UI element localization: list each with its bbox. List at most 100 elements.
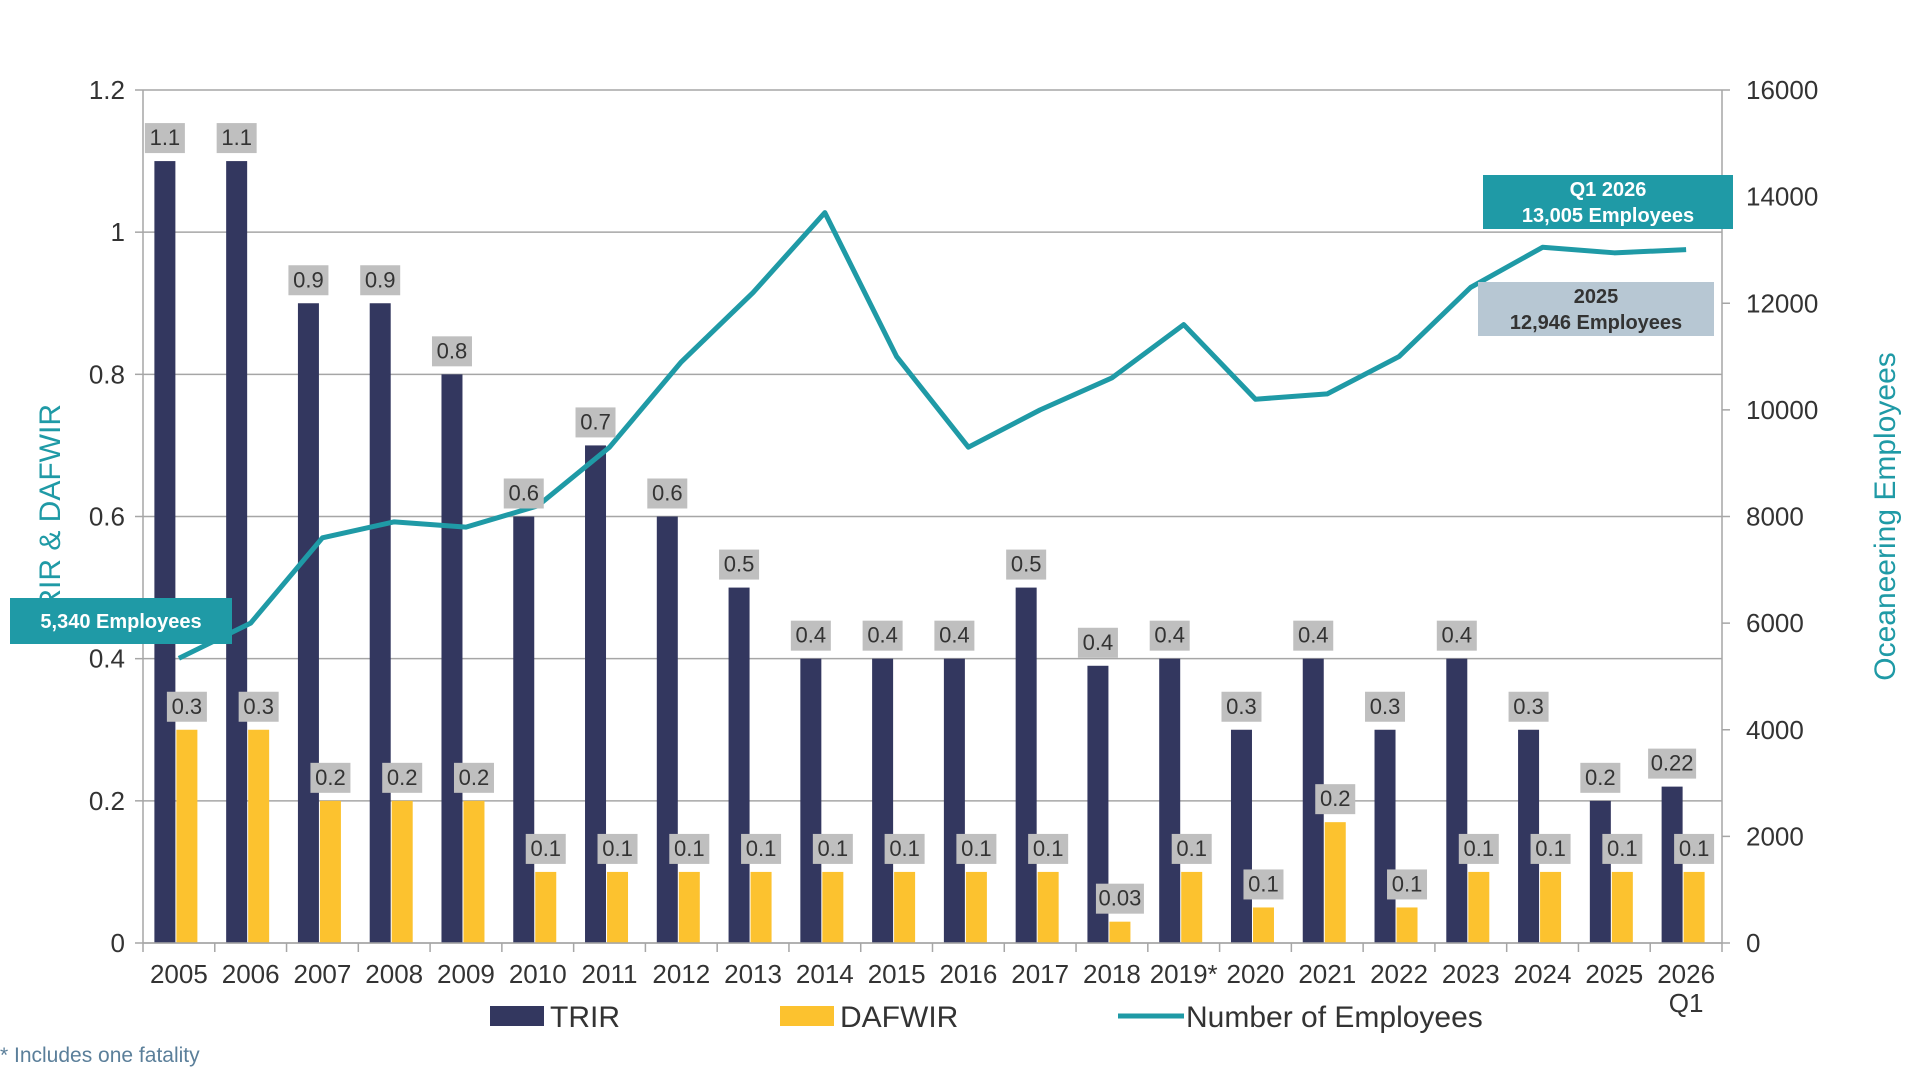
data-label-box (525, 833, 566, 864)
data-label-dafwir: 0.1 (746, 836, 777, 861)
bar-dafwir (822, 871, 844, 943)
data-label-dafwir: 0.1 (530, 836, 561, 861)
bar-dafwir (1611, 871, 1633, 943)
bar-dafwir (248, 729, 270, 943)
bar-dafwir (463, 800, 485, 943)
y-right-tick-label: 10000 (1746, 395, 1818, 425)
legend-label: Number of Employees (1186, 1001, 1483, 1034)
data-label-dafwir: 0.1 (1392, 871, 1423, 896)
data-label-dafwir: 0.1 (1535, 836, 1566, 861)
data-label-dafwir: 0.2 (1320, 786, 1351, 811)
data-label-dafwir: 0.03 (1099, 886, 1142, 911)
x-tick-label: 2012 (652, 959, 710, 989)
bar-trir (1589, 800, 1611, 943)
bar-dafwir (319, 800, 341, 943)
x-tick-label: 2005 (150, 959, 208, 989)
data-label-dafwir: 0.2 (459, 765, 490, 790)
bar-trir (1661, 786, 1683, 943)
x-tick-label: 2024 (1514, 959, 1572, 989)
data-label-box (144, 123, 185, 154)
y-right-tick-label: 16000 (1746, 75, 1818, 105)
x-tick-label: 2013 (724, 959, 782, 989)
data-label-trir: 0.5 (724, 552, 755, 577)
data-label-box (382, 762, 423, 793)
data-label-trir: 0.3 (1513, 694, 1544, 719)
data-label-box (862, 620, 903, 651)
data-label-dafwir: 0.1 (674, 836, 705, 861)
data-label-dafwir: 0.1 (1679, 836, 1710, 861)
bar-trir (1446, 658, 1468, 943)
bar-trir (369, 303, 391, 943)
data-label-box (1674, 833, 1715, 864)
x-tick-label: 2006 (222, 959, 280, 989)
data-label-box (1387, 869, 1428, 900)
bar-trir (1518, 729, 1540, 943)
bar-trir (800, 658, 822, 943)
bar-trir (943, 658, 965, 943)
bar-trir (226, 161, 248, 944)
data-label-box (216, 123, 257, 154)
callout-text: Q1 2026 (1570, 179, 1647, 201)
x-tick-label: 2016 (939, 959, 997, 989)
data-label-box (1436, 620, 1477, 651)
bar-dafwir (1037, 871, 1059, 943)
employees-line (177, 210, 1687, 661)
bar-trir (728, 587, 750, 943)
bar-trir (585, 445, 607, 943)
data-label-box (166, 691, 207, 722)
data-label-box (288, 265, 329, 296)
bar-trir (297, 303, 319, 943)
callout-box (1483, 175, 1733, 229)
axes: 0 0.2 0.4 0.6 0.8 1 1.2 0 2000 4000 6000 8000 10000 1… (34, 75, 1902, 1018)
bar-dafwir (391, 800, 413, 943)
data-label-dafwir: 0.2 (387, 765, 418, 790)
callout-text: 2025 (1574, 286, 1619, 308)
y-right-tick-label: 0 (1746, 928, 1760, 958)
y-right-tick-label: 8000 (1746, 502, 1804, 532)
data-label-dafwir: 0.3 (172, 694, 203, 719)
legend-swatch-trir (490, 1006, 544, 1026)
bar-dafwir (1181, 871, 1203, 943)
data-label-trir: 0.22 (1651, 751, 1694, 776)
x-tick-label: 2010 (509, 959, 567, 989)
data-label-box (669, 833, 710, 864)
bar-trir (872, 658, 894, 943)
bar-trir (1230, 729, 1252, 943)
data-label-trir: 0.8 (437, 338, 468, 363)
data-label-box (1458, 833, 1499, 864)
x-tick-label: 2026 (1657, 959, 1715, 989)
data-label-trir: 0.5 (1011, 552, 1042, 577)
x-tick-label: 2009 (437, 959, 495, 989)
data-label-box (884, 833, 925, 864)
data-label-dafwir: 0.1 (1033, 836, 1064, 861)
x-tick-label: 2023 (1442, 959, 1500, 989)
callout-text: 5,340 Employees (40, 611, 201, 633)
data-label-box (431, 336, 472, 367)
data-label-dafwir: 0.1 (818, 836, 849, 861)
data-label-box (1171, 833, 1212, 864)
y-right-tick-label: 6000 (1746, 608, 1804, 638)
data-label-box (1508, 691, 1549, 722)
legend-label: TRIR (550, 1001, 620, 1034)
bar-dafwir (1396, 907, 1418, 943)
data-label-dafwir: 0.1 (961, 836, 992, 861)
data-label-dafwir: 0.1 (1607, 836, 1638, 861)
footnote: * Includes one fatality (0, 1044, 200, 1067)
y-tick-label: 0.4 (89, 644, 125, 674)
legend: TRIR DAFWIR Number of Employees (490, 1001, 1483, 1034)
bar-trir (1087, 665, 1109, 943)
data-label-dafwir: 0.2 (315, 765, 346, 790)
bar-dafwir (1540, 871, 1562, 943)
bar-trir (154, 161, 176, 944)
data-label-trir: 0.4 (1298, 623, 1329, 648)
line-employees (177, 210, 1687, 661)
bar-trir (656, 516, 678, 943)
data-label-trir: 1.1 (150, 125, 181, 150)
x-tick-label: 2018 (1083, 959, 1141, 989)
legend-label: DAFWIR (840, 1001, 958, 1034)
data-label-trir: 0.7 (580, 409, 611, 434)
bar-trir (1374, 729, 1396, 943)
data-label-trir: 0.4 (1083, 630, 1114, 655)
y-tick-label: 1 (111, 217, 125, 247)
